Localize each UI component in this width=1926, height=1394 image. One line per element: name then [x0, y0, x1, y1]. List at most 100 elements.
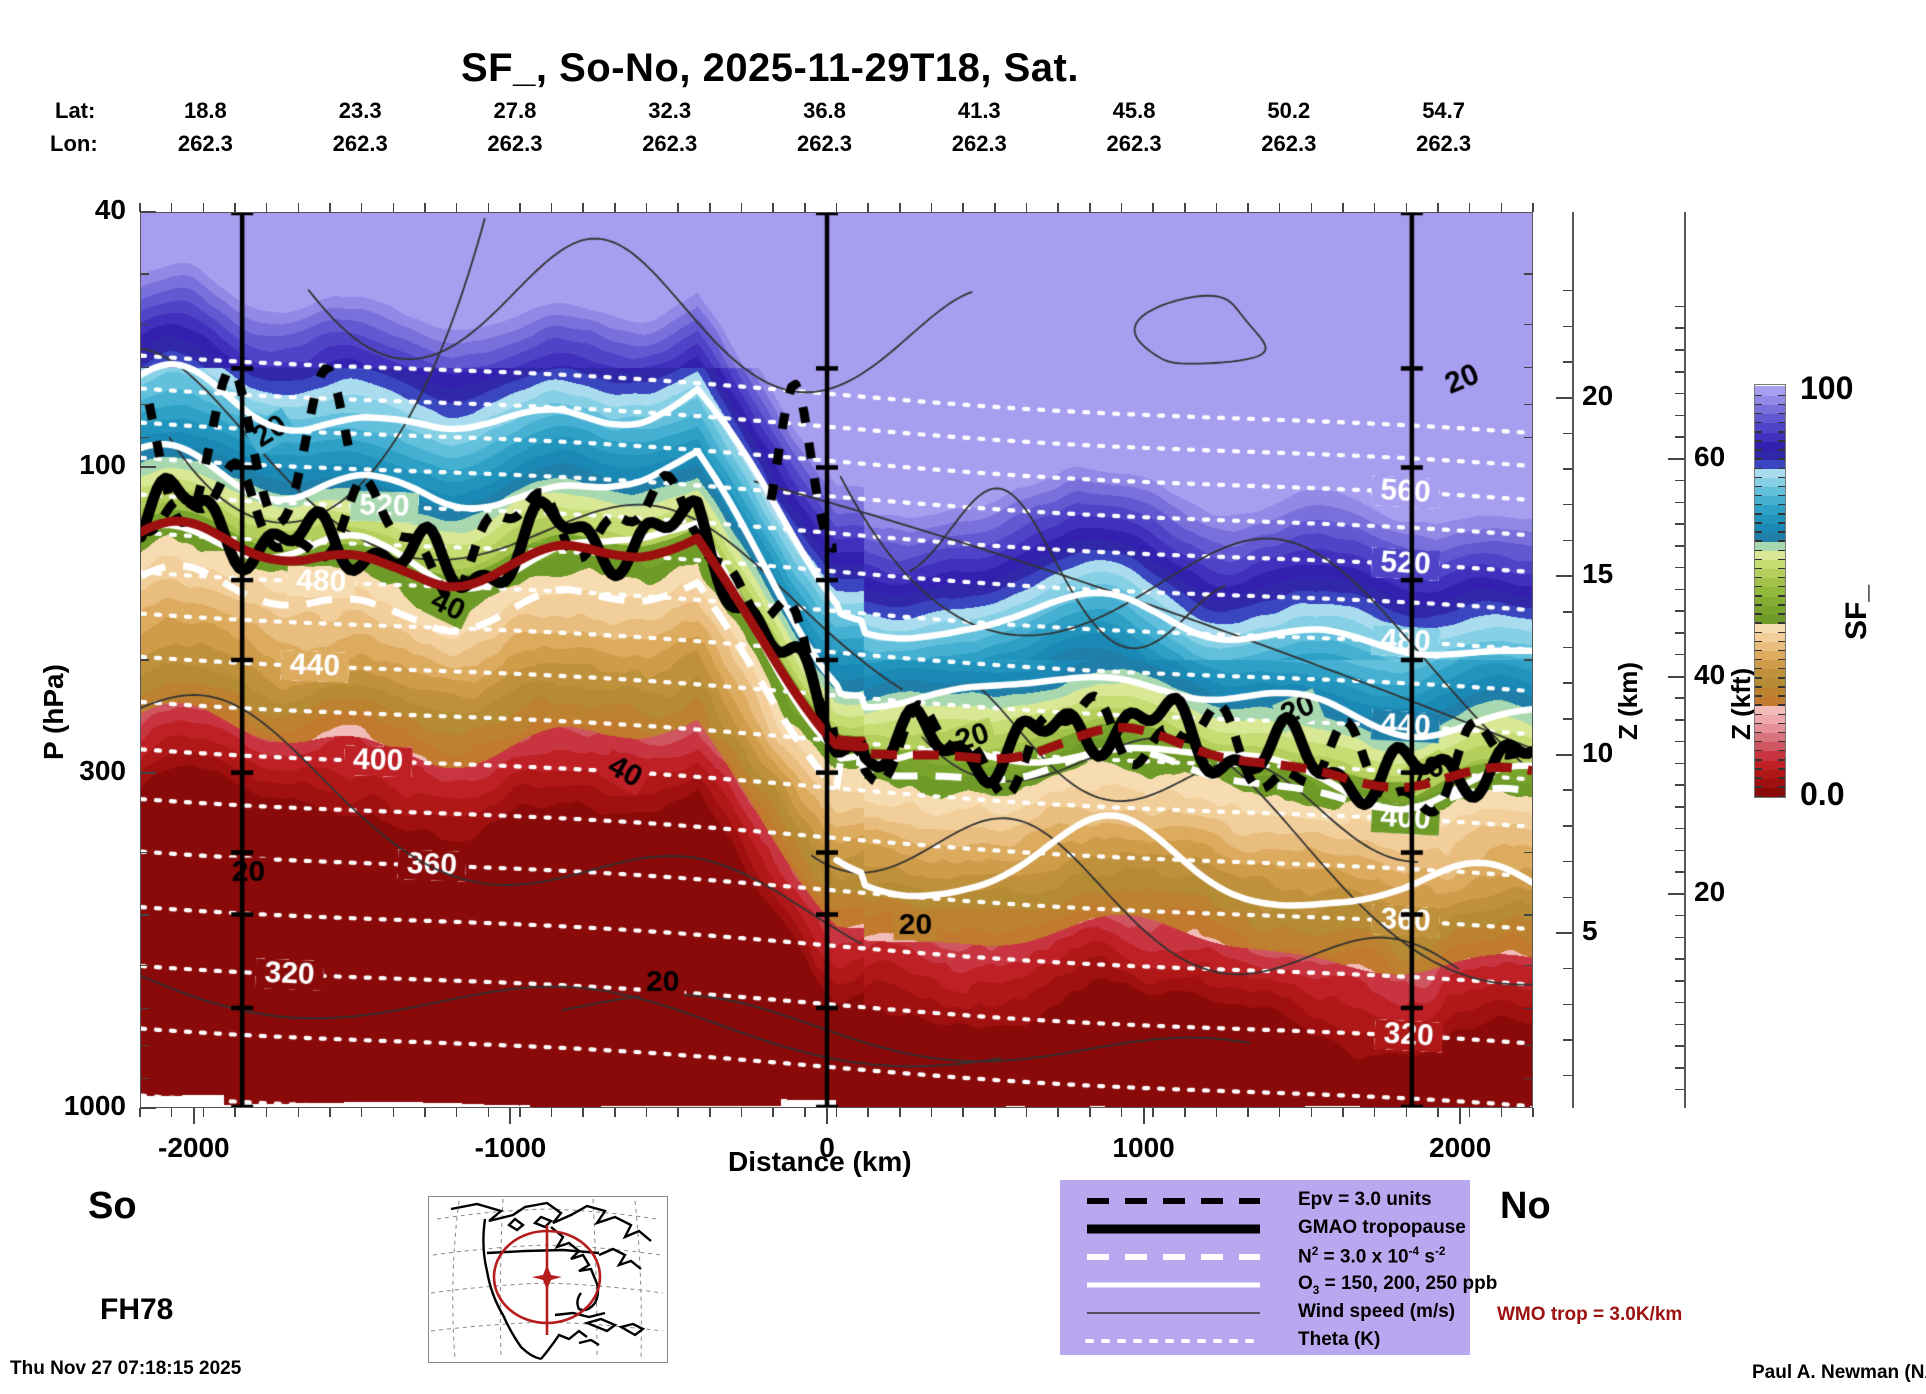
- colorbar-segment: [1755, 413, 1785, 424]
- y-minor-tick: [140, 659, 149, 661]
- lat-value: 41.3: [957, 98, 1001, 123]
- x-minor-tick: [614, 1108, 616, 1117]
- contour-field-canvas: [141, 213, 1532, 1107]
- x-minor-tick: [1532, 1108, 1534, 1117]
- x-minor-tick-top: [360, 203, 363, 212]
- right-kft-major-tick: [1668, 675, 1684, 678]
- x-minor-tick-top: [740, 203, 743, 212]
- x-minor-tick-top: [1215, 203, 1218, 212]
- x-minor-tick: [740, 1108, 743, 1117]
- x-minor-tick: [1310, 1108, 1313, 1117]
- colorbar-tick: [1778, 595, 1785, 597]
- right-kft-minor-tick: [1675, 653, 1684, 656]
- right-km-minor-tick: [1563, 896, 1572, 899]
- x-minor-tick: [772, 1108, 774, 1117]
- x-minor-tick: [329, 1108, 331, 1117]
- legend-symbol-white-dashed-line: [1082, 1242, 1282, 1271]
- x-minor-tick-top: [1247, 203, 1249, 212]
- x-minor-tick: [1247, 1108, 1249, 1117]
- colorbar-segment: [1755, 450, 1785, 460]
- x-minor-tick: [930, 1108, 933, 1117]
- colorbar-tick: [1778, 768, 1785, 770]
- x-minor-tick-top: [962, 203, 964, 212]
- inset-location-map: [428, 1196, 668, 1363]
- colorbar-tick: [1755, 503, 1762, 506]
- y-minor-tick: [140, 366, 149, 369]
- x-minor-tick: [455, 1108, 458, 1117]
- y-minor-tick-right: [1524, 659, 1533, 661]
- x-minor-tick: [1373, 1108, 1376, 1117]
- right-km-minor-tick: [1563, 539, 1572, 542]
- colorbar-segment: [1755, 559, 1785, 570]
- colorbar-tick: [1755, 412, 1762, 415]
- colorbar-segment: [1755, 650, 1785, 661]
- north-endpoint-label: No: [1500, 1185, 1551, 1227]
- right-km-minor-tick: [1563, 1003, 1572, 1006]
- x-minor-tick-top: [170, 203, 173, 212]
- colorbar-tick: [1778, 576, 1785, 579]
- colorbar-segment: [1755, 595, 1785, 606]
- lat-value: 18.8: [183, 98, 227, 123]
- x-minor-tick-top: [1120, 203, 1123, 212]
- right-kft-minor-tick: [1675, 849, 1684, 852]
- right-km-minor-tick: [1563, 1074, 1572, 1077]
- colorbar-segment: [1755, 668, 1785, 679]
- colorbar-segment: [1755, 759, 1785, 770]
- right-kft-minor-tick: [1675, 1088, 1684, 1091]
- right-kft-minor-tick: [1675, 327, 1684, 329]
- right-km-minor-tick: [1563, 611, 1572, 613]
- colorbar-segment: [1755, 732, 1785, 743]
- colorbar-tick: [1778, 759, 1785, 761]
- lat-value: 50.2: [1267, 98, 1311, 123]
- legend-symbol-black-thick-line: [1082, 1214, 1282, 1243]
- x-minor-tick-top: [1373, 203, 1376, 212]
- x-minor-tick-top: [139, 203, 141, 212]
- colorbar-tick: [1778, 585, 1785, 588]
- x-minor-tick-top: [550, 203, 553, 212]
- x-minor-tick: [1089, 1108, 1091, 1117]
- colorbar-tick: [1778, 677, 1785, 679]
- colorbar-tick: [1755, 795, 1762, 797]
- y-minor-tick: [140, 1007, 149, 1010]
- x-minor-tick: [1152, 1108, 1154, 1117]
- right-kft-minor-tick: [1675, 1023, 1684, 1026]
- colorbar-segment: [1755, 495, 1785, 506]
- colorbar-segment: [1755, 422, 1785, 433]
- x-minor-tick: [1342, 1108, 1344, 1117]
- right-kft-minor-tick: [1675, 414, 1684, 416]
- y-minor-tick: [140, 1044, 149, 1047]
- colorbar-tick: [1755, 768, 1762, 770]
- colorbar-max-label: 100: [1800, 370, 1854, 406]
- colorbar-tick: [1755, 749, 1762, 752]
- colorbar-tick: [1778, 549, 1785, 551]
- colorbar-tick: [1755, 604, 1762, 606]
- x-minor-tick: [1120, 1108, 1123, 1117]
- y-minor-tick: [140, 403, 149, 406]
- colorbar-segment: [1755, 696, 1785, 706]
- right-km-minor-tick: [1563, 503, 1572, 506]
- x-minor-tick-top: [1278, 203, 1281, 212]
- colorbar-segment: [1755, 787, 1785, 797]
- colorbar-segment: [1755, 523, 1785, 533]
- colorbar-tick: [1755, 658, 1762, 661]
- colorbar-tick: [1778, 667, 1785, 670]
- y-minor-tick-right: [1524, 366, 1533, 369]
- right-kft-tick-label: 40: [1694, 658, 1726, 690]
- y-minor-tick: [140, 323, 149, 326]
- right-kft-axis-line: [1684, 212, 1686, 1108]
- legend-label: Epv = 3.0 units: [1298, 1189, 1432, 1210]
- colorbar-tick: [1755, 777, 1762, 779]
- colorbar-tick: [1755, 722, 1762, 725]
- legend-box: Epv = 3.0 units GMAO tropopause N2 = 3.0 x…: [1060, 1180, 1497, 1355]
- right-km-tick-label: 10: [1582, 736, 1614, 768]
- x-minor-tick-top: [1184, 203, 1186, 212]
- colorbar-tick: [1778, 713, 1785, 715]
- colorbar-segment: [1755, 659, 1785, 670]
- right-kft-minor-tick: [1675, 762, 1684, 765]
- page-title: SF_, So-No, 2025-11-29T18, Sat.: [461, 46, 1079, 90]
- colorbar-tick: [1755, 513, 1762, 515]
- right-km-minor-tick: [1563, 682, 1572, 684]
- colorbar-tick: [1755, 494, 1762, 497]
- colorbar-tick: [1778, 649, 1785, 652]
- y-minor-tick: [140, 914, 149, 916]
